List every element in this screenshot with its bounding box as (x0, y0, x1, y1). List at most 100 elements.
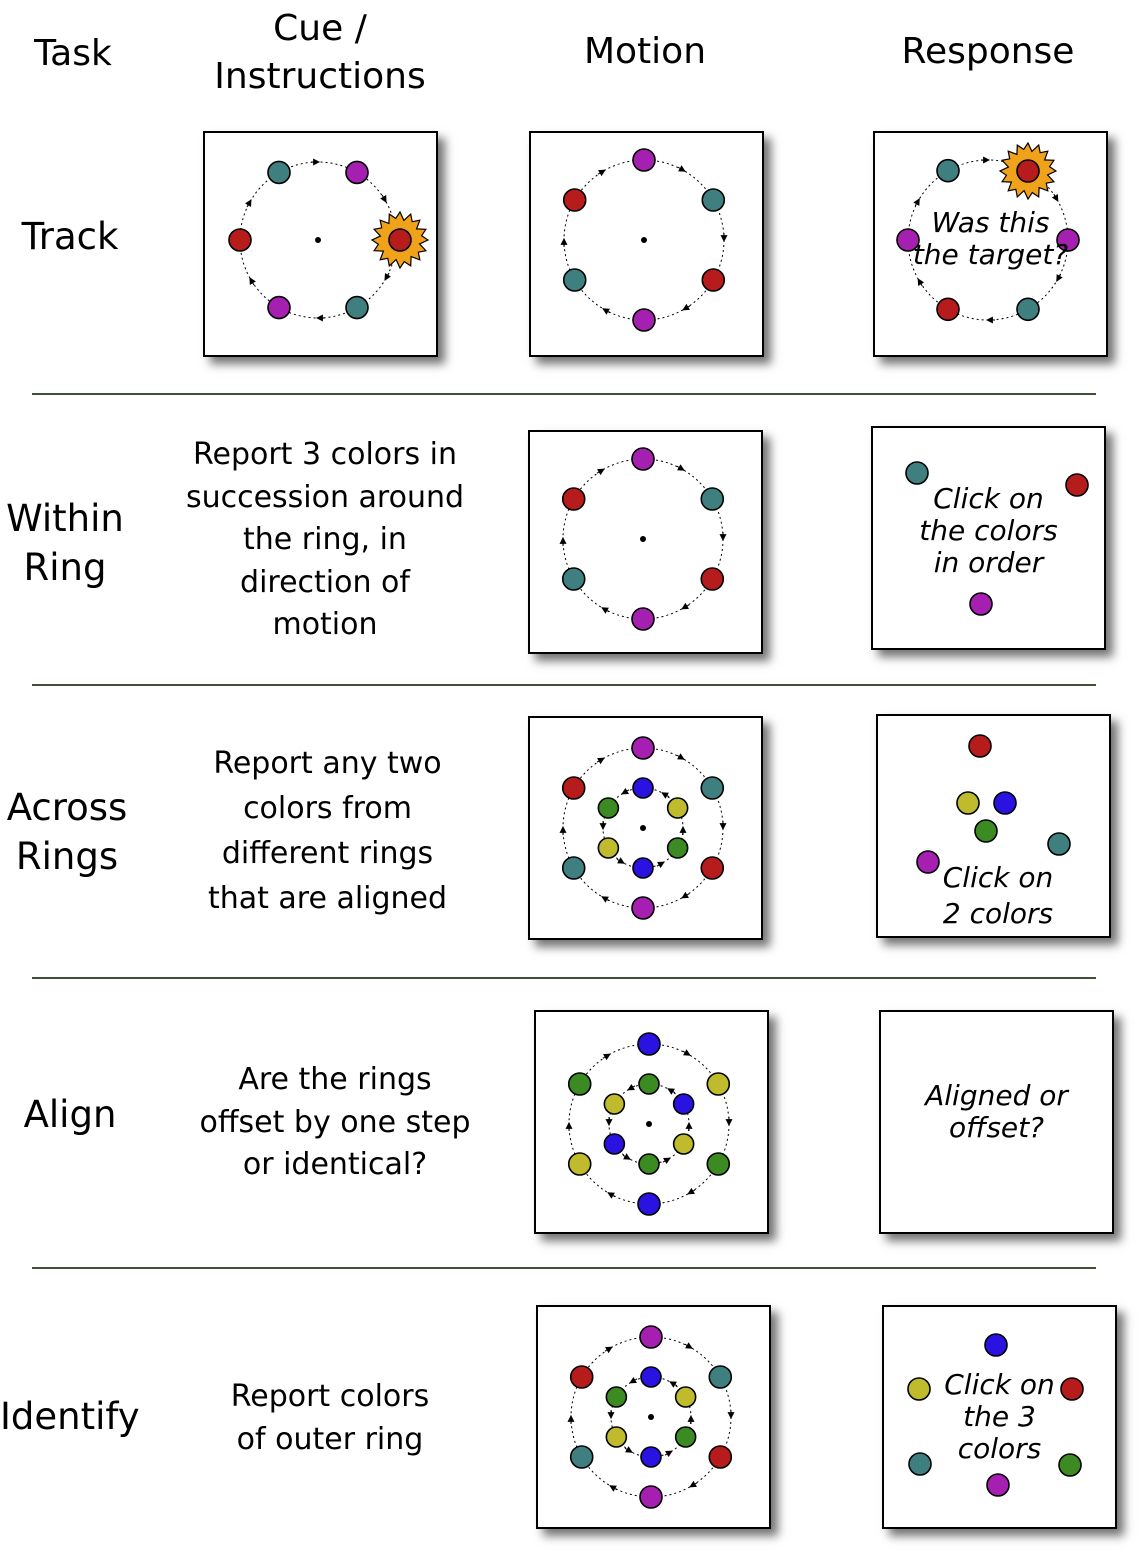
teal-dot (700, 776, 725, 800)
purple-dot (639, 1325, 663, 1349)
response-dots (905, 461, 1089, 616)
motion-arrow (616, 857, 625, 864)
teal-dot (569, 1445, 594, 1469)
teal-dot (908, 1452, 932, 1476)
cue-line: succession around (185, 479, 465, 515)
response-prompt: Click on 2 colors (928, 860, 1068, 932)
yellow-dot (567, 1152, 592, 1176)
red-dot (228, 228, 252, 252)
yellow-dot (605, 1426, 628, 1448)
yellow-dot (674, 1386, 697, 1408)
red-dot (561, 776, 586, 800)
motion-arrow (607, 1192, 616, 1199)
fixation-dot (640, 825, 646, 831)
row-divider (32, 684, 1096, 686)
yellow-dot (603, 1093, 626, 1115)
green-dot (597, 797, 620, 819)
response-prompt-line: the target? (912, 238, 1069, 271)
cue-line: Report 3 colors in (193, 437, 457, 472)
motion-arrow (597, 169, 606, 177)
motion-arrow (1056, 273, 1063, 282)
motion-arrow (602, 308, 611, 315)
motion-arrow (669, 1381, 678, 1388)
teal-dot (700, 487, 725, 511)
motion-arrow (662, 1157, 671, 1165)
motion-arrow (596, 468, 605, 476)
cue-ring-diagram (228, 158, 430, 322)
response-prompt-line: 2 colors (942, 897, 1054, 930)
red-dot (700, 856, 725, 880)
purple-dot (632, 148, 656, 172)
motion-double-ring-diagram (559, 736, 727, 920)
motion-arrow (667, 1088, 676, 1095)
cue-line: Are the rings (238, 1062, 432, 1097)
red-dot (388, 228, 412, 252)
teal-dot (936, 158, 960, 183)
purple-dot (986, 1473, 1010, 1497)
red-dot (1060, 1377, 1084, 1401)
motion-arrow (689, 1480, 698, 1488)
purple-dot (969, 592, 993, 616)
teal-dot (561, 856, 586, 880)
purple-dot (631, 736, 655, 760)
motion-panel-within-ring (528, 430, 763, 654)
motion-arrow (384, 272, 392, 281)
motion-arrow (913, 198, 920, 207)
task-label-line: Within (6, 497, 124, 540)
motion-arrow (682, 303, 691, 311)
cue-line: that are aligned (207, 881, 448, 916)
blue-dot (632, 777, 654, 799)
teal-dot (562, 268, 587, 292)
green-dot (974, 819, 998, 843)
response-ring-diagram (896, 141, 1080, 324)
teal-dot (708, 1365, 733, 1389)
red-dot (1065, 473, 1089, 497)
task-label-line: Rings (15, 835, 119, 878)
cue-line: the ring, in (243, 522, 407, 557)
response-prompt-line: the colors (919, 514, 1058, 547)
response-prompt-line: Aligned or (925, 1079, 1068, 1112)
task-label-line: Align (23, 1093, 117, 1136)
motion-arrow (682, 1049, 691, 1056)
cue-line: colors from (243, 791, 412, 826)
red-dot (700, 567, 725, 591)
teal-dot (561, 567, 586, 591)
cue-line: Report colors (230, 1379, 430, 1414)
task-label-track: Track (0, 212, 140, 261)
green-dot (567, 1072, 592, 1096)
teal-dot (345, 295, 369, 320)
response-panel-within-ring: Click on the colors in order (871, 426, 1106, 650)
teal-dot (701, 188, 726, 212)
red-dot (1016, 159, 1040, 183)
header-response: Response (901, 31, 1075, 72)
green-dot (638, 1073, 660, 1095)
motion-arrow (684, 1342, 693, 1349)
motion-arrow (656, 861, 665, 869)
header-cue-line2: Instructions (214, 56, 426, 97)
blue-dot (603, 1133, 626, 1155)
response-prompt-line: offset? (949, 1111, 1044, 1144)
purple-dot (896, 228, 920, 252)
response-prompt-line: the 3 (963, 1400, 1036, 1433)
cue-line: Report any two (213, 746, 442, 781)
cue-line: offset by one step (199, 1104, 471, 1140)
red-dot (569, 1365, 594, 1389)
row-divider (32, 977, 1096, 979)
yellow-dot (672, 1133, 695, 1155)
response-panel-align: Aligned or offset? (879, 1010, 1114, 1234)
motion-arrow (596, 757, 605, 765)
motion-double-ring-diagram (567, 1325, 735, 1509)
response-panel-across-rings: Click on 2 colors (876, 714, 1111, 938)
motion-double-ring-diagram (565, 1032, 733, 1216)
motion-arrow (629, 1376, 638, 1384)
purple-dot (916, 850, 940, 874)
motion-arrow (601, 896, 610, 903)
response-dots (916, 734, 1071, 874)
yellow-dot (956, 791, 980, 815)
cue-line: different rings (221, 836, 434, 871)
red-dot (708, 1445, 733, 1469)
cue-line: or identical? (242, 1147, 428, 1182)
task-label-identify: Identify (0, 1392, 140, 1441)
red-dot (562, 188, 587, 212)
purple-dot (632, 308, 656, 332)
